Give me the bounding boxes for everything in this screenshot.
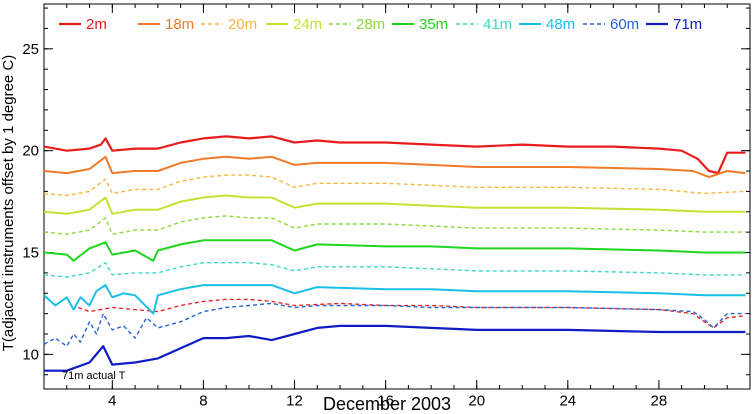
annotation: 71m actual T bbox=[62, 370, 126, 382]
series-line-18m bbox=[43, 155, 746, 179]
series-line-extra-0 bbox=[77, 298, 746, 329]
legend-label-35m: 35m bbox=[419, 16, 448, 33]
series-line-48m bbox=[43, 284, 746, 315]
x-tick-label: 24 bbox=[559, 392, 576, 409]
y-axis-title: T(adjacent instruments offset by 1 degre… bbox=[0, 55, 17, 352]
minor-ticks bbox=[43, 4, 751, 389]
y-tick-labels: 10 15 20 25 bbox=[22, 41, 39, 364]
series-line-41m bbox=[43, 262, 746, 278]
legend-label-41m: 41m bbox=[483, 16, 512, 33]
y-tick-label: 10 bbox=[22, 346, 39, 363]
y-tick-label: 25 bbox=[22, 41, 39, 58]
x-tick-label: 20 bbox=[468, 392, 485, 409]
legend-label-60m: 60m bbox=[610, 16, 639, 33]
x-tick-labels: 4 8 12 16 20 24 28 bbox=[108, 392, 667, 409]
series-line-20m bbox=[43, 174, 746, 197]
legend-label-28m: 28m bbox=[356, 16, 385, 33]
y-tick-label: 15 bbox=[22, 245, 39, 262]
series-line-2m bbox=[43, 135, 746, 175]
legend-label-71m: 71m bbox=[673, 16, 702, 33]
series-line-71m bbox=[44, 324, 746, 372]
series-line-35m bbox=[43, 239, 746, 262]
series-layer bbox=[43, 135, 746, 372]
legend-label-20m: 20m bbox=[228, 16, 257, 33]
series-line-60m bbox=[43, 302, 746, 347]
plot-frame bbox=[43, 3, 751, 390]
series-line-28m bbox=[43, 215, 746, 235]
x-axis-title: December 2003 bbox=[323, 394, 451, 414]
series-line-24m bbox=[43, 194, 746, 215]
legend-label-24m: 24m bbox=[293, 16, 322, 33]
legend-label-18m: 18m bbox=[165, 16, 194, 33]
y-tick-label: 20 bbox=[22, 143, 39, 160]
legend: 2m 18m 20m 24m 28m 35m 41m 48m 60m 71m bbox=[59, 16, 702, 33]
x-tick-label: 4 bbox=[108, 392, 116, 409]
x-tick-label: 12 bbox=[286, 392, 303, 409]
legend-label-2m: 2m bbox=[86, 16, 107, 33]
x-tick-label: 28 bbox=[651, 392, 668, 409]
legend-label-48m: 48m bbox=[546, 16, 575, 33]
x-tick-label: 8 bbox=[199, 392, 207, 409]
x-tick-label: 16 bbox=[377, 392, 394, 409]
